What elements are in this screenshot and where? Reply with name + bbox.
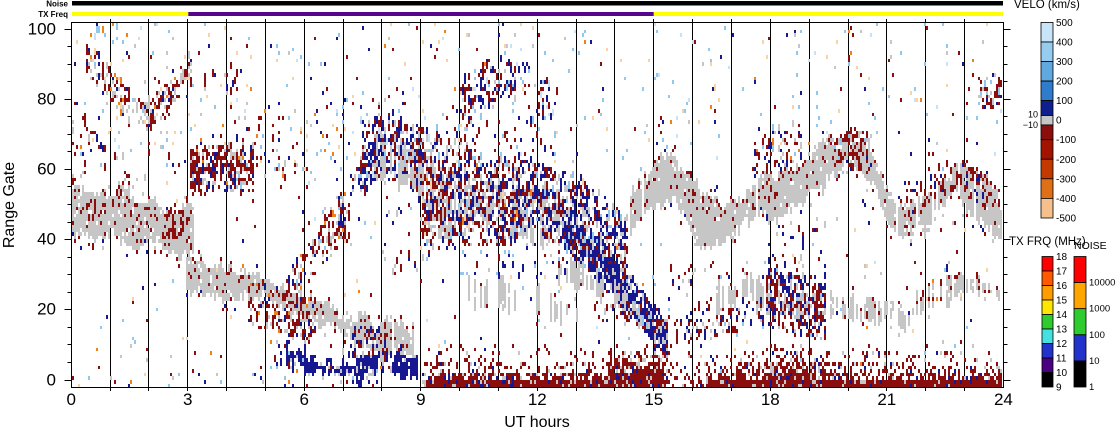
svg-text:60: 60	[37, 160, 56, 179]
svg-text:−10: −10	[1023, 120, 1038, 130]
svg-text:10: 10	[1056, 368, 1068, 379]
svg-text:9: 9	[416, 390, 425, 409]
svg-text:1: 1	[1089, 382, 1094, 393]
svg-text:0: 0	[1056, 116, 1062, 127]
svg-text:12: 12	[1056, 339, 1068, 350]
svg-text:TX Freq: TX Freq	[38, 10, 68, 19]
svg-text:0: 0	[47, 371, 56, 390]
svg-text:12: 12	[528, 390, 547, 409]
svg-text:100: 100	[1056, 96, 1073, 107]
svg-text:6: 6	[299, 390, 308, 409]
svg-text:VELO (km/s): VELO (km/s)	[1014, 0, 1080, 11]
svg-text:0: 0	[66, 390, 75, 409]
svg-text:16: 16	[1056, 281, 1068, 292]
svg-text:80: 80	[37, 90, 56, 109]
svg-text:20: 20	[37, 300, 56, 319]
svg-text:200: 200	[1056, 77, 1073, 88]
svg-text:18: 18	[1056, 252, 1068, 263]
svg-text:NOISE: NOISE	[1074, 240, 1107, 252]
svg-text:500: 500	[1056, 18, 1073, 29]
svg-text:13: 13	[1056, 325, 1068, 336]
svg-text:10000: 10000	[1089, 278, 1115, 289]
svg-text:-400: -400	[1056, 194, 1076, 205]
svg-text:21: 21	[877, 390, 896, 409]
svg-text:100: 100	[1089, 330, 1105, 341]
svg-text:24: 24	[994, 390, 1013, 409]
svg-text:UT hours: UT hours	[504, 414, 570, 431]
svg-text:9: 9	[1056, 383, 1062, 394]
svg-text:-300: -300	[1056, 174, 1076, 185]
svg-text:10: 10	[1028, 110, 1038, 120]
svg-text:15: 15	[644, 390, 663, 409]
svg-text:17: 17	[1056, 267, 1068, 278]
svg-text:3: 3	[183, 390, 192, 409]
svg-text:11: 11	[1056, 354, 1067, 365]
svg-text:-200: -200	[1056, 155, 1076, 166]
svg-text:TX FRQ (MHz): TX FRQ (MHz)	[1009, 236, 1086, 248]
svg-text:Range Gate: Range Gate	[1, 162, 18, 248]
svg-text:400: 400	[1056, 38, 1073, 49]
svg-text:1000: 1000	[1089, 304, 1110, 315]
svg-text:18: 18	[761, 390, 780, 409]
svg-text:15: 15	[1056, 296, 1068, 307]
svg-text:300: 300	[1056, 57, 1073, 68]
svg-text:100: 100	[28, 20, 56, 39]
svg-text:40: 40	[37, 230, 56, 249]
svg-text:10: 10	[1089, 356, 1100, 367]
svg-text:Noise: Noise	[46, 0, 68, 9]
svg-text:-100: -100	[1056, 135, 1076, 146]
svg-text:-500: -500	[1056, 213, 1076, 224]
svg-text:14: 14	[1056, 310, 1068, 321]
